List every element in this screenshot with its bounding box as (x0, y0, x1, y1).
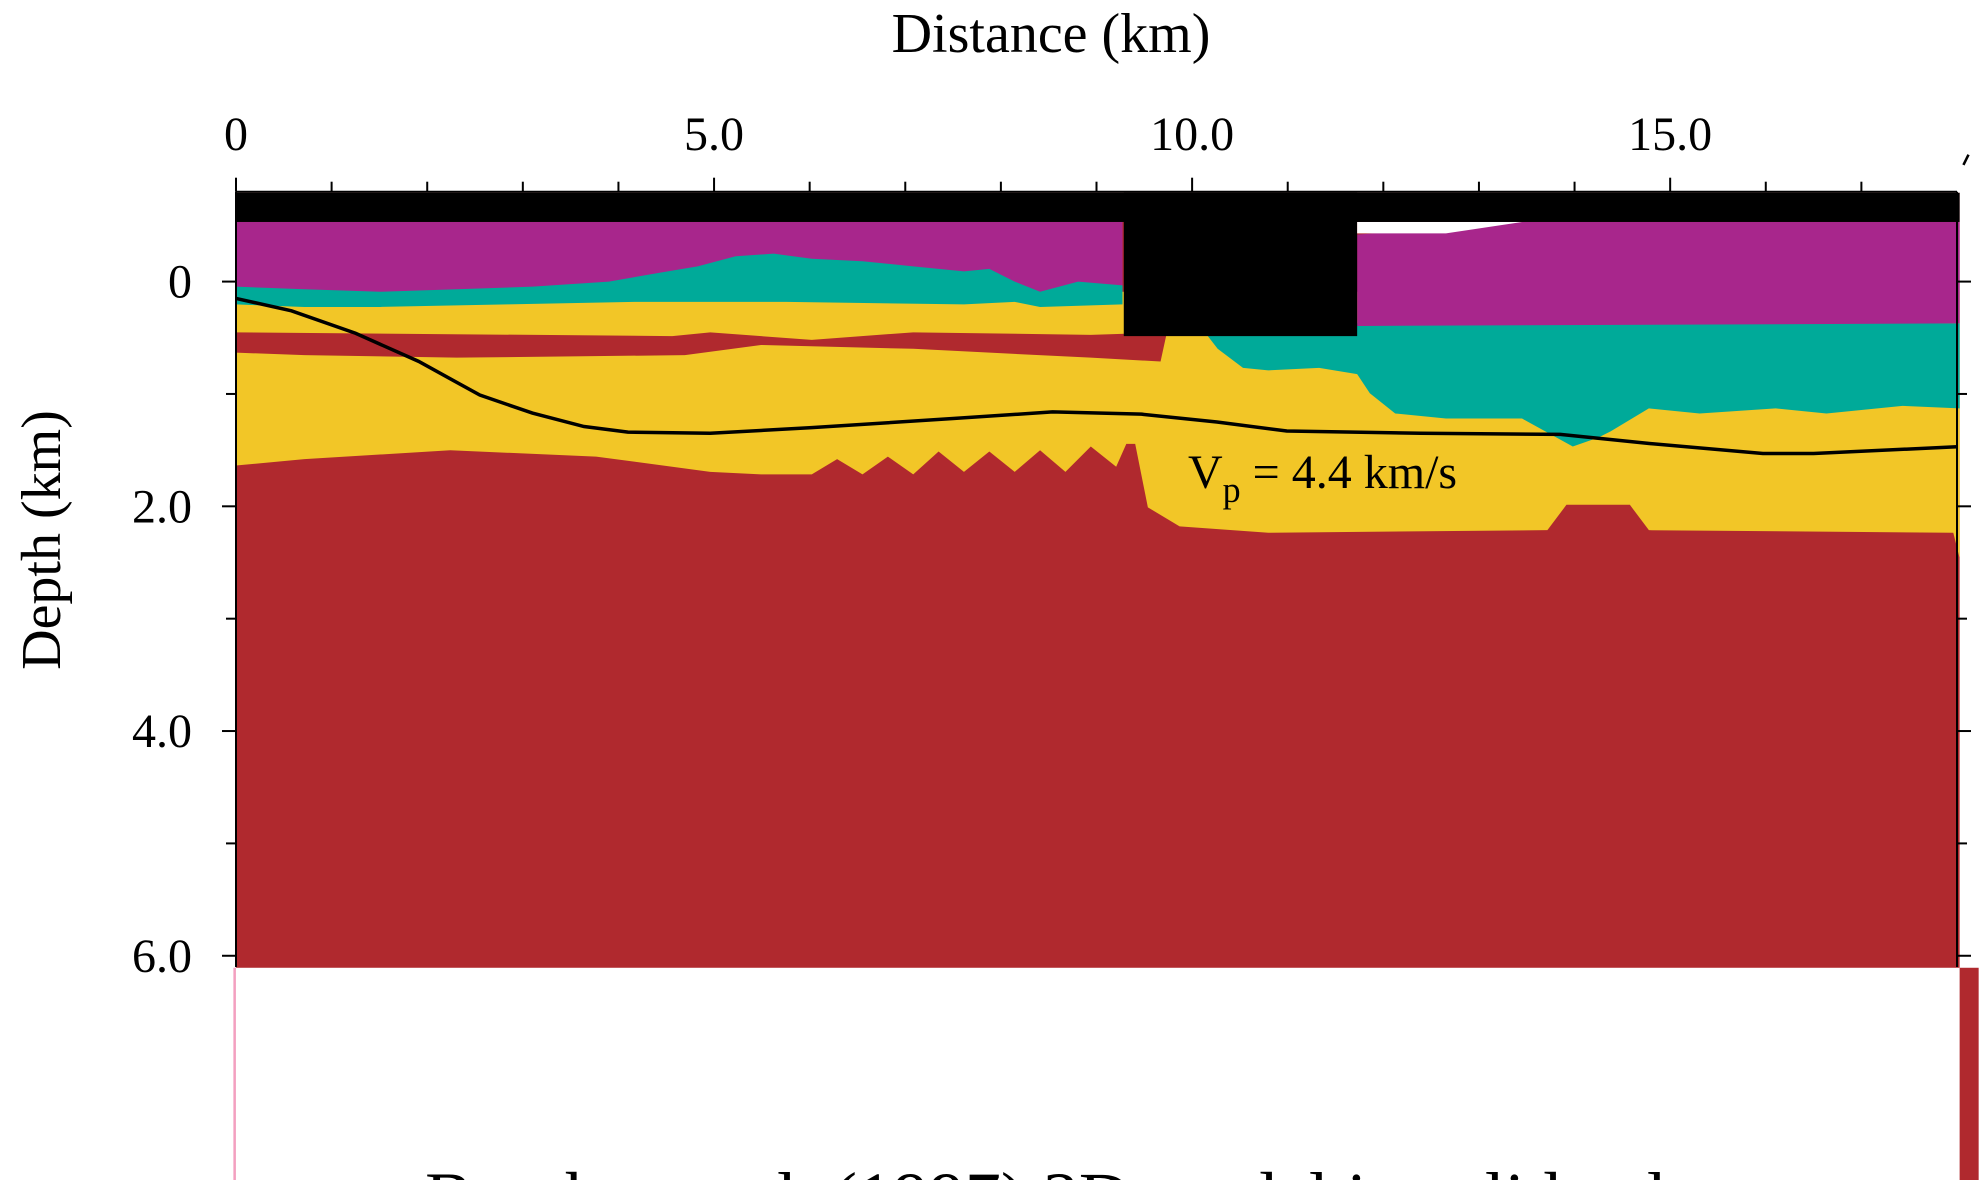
x-tick-label: 5.0 (684, 108, 744, 161)
x-tick-label: 10.0 (1150, 108, 1234, 161)
white-notch (1357, 221, 1523, 234)
purple-layer-left (235, 221, 1123, 292)
annotation-rest: = 4.4 km/s (1241, 446, 1457, 499)
contour-label: Vp = 4.4 km/s (1188, 446, 1457, 510)
y-axis-title: Depth (km) (11, 410, 73, 670)
x-axis-title: Distance (km) (892, 3, 1211, 65)
annotation-sub: p (1223, 470, 1241, 510)
corner-mark (1962, 154, 1970, 166)
y-tick-label: 0 (168, 256, 192, 309)
y-tick-label: 4.0 (132, 705, 192, 758)
annotation-base: V (1188, 446, 1223, 499)
right-edge (1959, 967, 1979, 1180)
teal-layer-right (1204, 323, 1960, 447)
top-band (235, 192, 1960, 222)
y-tick-label: 2.0 (132, 480, 192, 533)
red-strip (235, 332, 1167, 362)
x-tick-label: 15.0 (1628, 108, 1712, 161)
y-tick-label: 6.0 (132, 930, 192, 983)
left-edge (233, 967, 236, 1180)
layers (233, 154, 1979, 1180)
contour-line (235, 296, 1958, 456)
x-tick-label: 0 (224, 108, 248, 161)
water-block (1123, 192, 1358, 337)
purple-layer-right (1357, 221, 1960, 326)
caption: Brocher et al. (1997) 3D model in solid … (425, 1158, 1755, 1180)
